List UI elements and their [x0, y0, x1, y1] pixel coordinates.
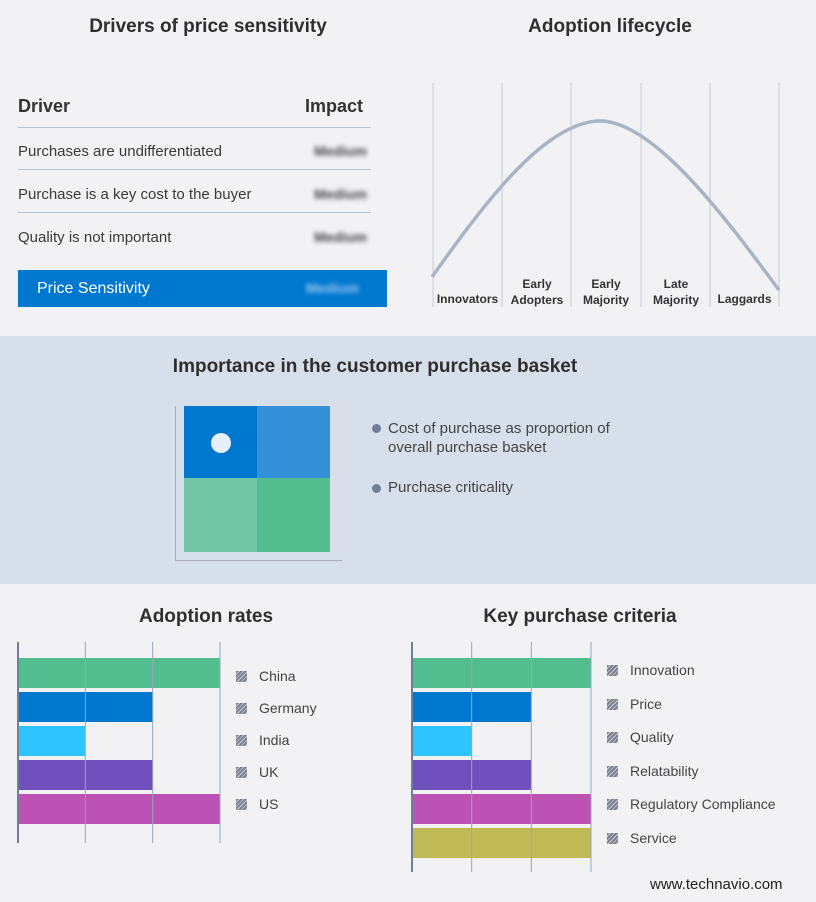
legend-label: Quality [630, 729, 674, 746]
legend-item: Service [607, 830, 677, 846]
position-marker [211, 433, 231, 453]
bar-india [18, 726, 86, 756]
driver-label: Purchase is a key cost to the buyer [18, 186, 252, 203]
legend-swatch-icon [236, 767, 247, 778]
legend-swatch-icon [607, 665, 618, 676]
legend-item: Germany [236, 700, 317, 716]
adoption-rates-title: Adoption rates [138, 606, 274, 627]
header-divider [18, 127, 371, 128]
legend-swatch-icon [236, 703, 247, 714]
legend-text: Cost of purchase as proportion of overal… [388, 420, 610, 456]
legend-swatch-icon [607, 833, 618, 844]
legend-item: Relatability [607, 763, 698, 779]
matrix-cell [184, 478, 257, 552]
bar-quality [412, 726, 472, 756]
legend-label: Regulatory Compliance [630, 796, 776, 813]
legend-label: US [259, 796, 279, 812]
stage-label: Innovators [436, 292, 499, 306]
legend-item: Price [607, 696, 662, 712]
matrix-cell [257, 406, 330, 478]
technavio-url[interactable]: www.technavio.com [650, 876, 783, 893]
legend-item: China [236, 668, 296, 684]
driver-row: Purchases are undifferentiated Medium [18, 128, 371, 170]
legend-swatch-icon [607, 698, 618, 710]
legend-swatch-icon [236, 671, 247, 682]
legend-swatch-icon [236, 799, 247, 810]
driver-label: Quality is not important [18, 229, 172, 246]
adoption-curve [430, 119, 781, 292]
impact-value: Medium [314, 229, 367, 245]
summary-label: Price Sensitivity [37, 280, 150, 297]
legend-label: Germany [259, 700, 317, 716]
driver-row: Quality is not important Medium [18, 214, 371, 256]
legend-label: Relatability [630, 762, 699, 779]
lifecycle-chart [430, 83, 781, 307]
basket-legend-item: Cost of purchase as proportion of overal… [372, 419, 642, 457]
price-sensitivity-summary: Price Sensitivity Medium [18, 270, 387, 307]
legend-label: China [259, 668, 296, 684]
stage-label: Early Adopters [510, 277, 564, 307]
legend-label: UK [259, 764, 279, 780]
driver-label: Purchases are undifferentiated [18, 143, 223, 160]
legend-swatch-icon [607, 765, 618, 777]
bar-service [412, 828, 591, 858]
basket-matrix [175, 406, 342, 561]
legend-swatch-icon [236, 735, 247, 746]
legend-item: UK [236, 764, 278, 780]
basket-title: Importance in the customer purchase bask… [172, 356, 578, 377]
driver-row: Purchase is a key cost to the buyer Mediu… [18, 171, 371, 213]
legend-swatch-icon [607, 799, 618, 811]
basket-section [0, 336, 816, 584]
lifecycle-title: Adoption lifecycle [528, 16, 692, 37]
legend-label: India [259, 732, 290, 748]
legend-label: Innovation [630, 662, 695, 678]
legend-item: India [236, 732, 289, 748]
kpc-title: Key purchase criteria [483, 606, 677, 627]
bar-regulatory-compliance [412, 794, 591, 824]
legend-label: Service [630, 830, 677, 846]
bar-innovation [412, 658, 591, 688]
stage-label: Late Majority [652, 277, 699, 307]
matrix-cell [257, 478, 330, 552]
legend-item: Quality [607, 729, 674, 745]
legend-swatch-icon [607, 732, 618, 744]
impact-value: Medium [314, 143, 367, 159]
bar-us [18, 794, 220, 824]
stage-label: Early Majority [582, 277, 629, 307]
stage-label: Laggards [717, 292, 772, 306]
impact-value: Medium [314, 186, 367, 202]
legend-item: Regulatory Compliance [607, 796, 776, 812]
drivers-title: Drivers of price sensitivity [89, 16, 327, 37]
drivers-header-impact: Impact [305, 96, 364, 116]
basket-legend-item: Purchase criticality [372, 479, 642, 496]
legend-text: Purchase criticality [388, 479, 514, 496]
drivers-header-driver: Driver [18, 96, 71, 116]
legend-label: Price [630, 695, 662, 712]
summary-impact: Medium [306, 280, 359, 296]
bar-china [18, 658, 220, 688]
legend-item: Innovation [607, 662, 695, 678]
legend-item: US [236, 796, 278, 812]
